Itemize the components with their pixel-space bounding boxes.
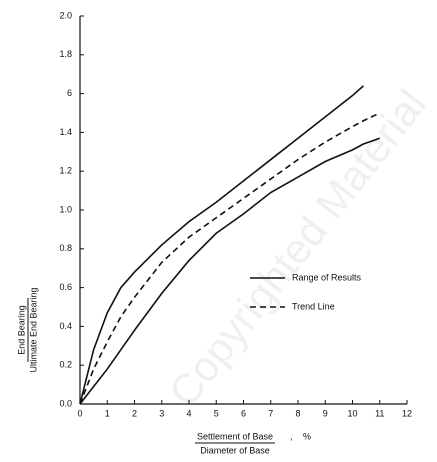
y-tick-label: 0.6	[59, 282, 72, 292]
x-label-numerator: Settlement of Base	[197, 431, 273, 441]
y-tick-label: 1.8	[59, 49, 72, 59]
y-label-numerator: End Bearing	[16, 305, 26, 355]
x-tick-label: 9	[323, 408, 328, 418]
x-tick-label: 2	[132, 408, 137, 418]
legend-label: Trend Line	[292, 301, 335, 311]
y-tick-label: 0.8	[59, 243, 72, 253]
y-label-denominator: Ultimate End Bearing	[28, 287, 38, 372]
y-tick-label: 6	[67, 88, 72, 98]
legend-label: Range of Results	[292, 272, 362, 282]
x-tick-label: 3	[159, 408, 164, 418]
x-tick-label: 1	[105, 408, 110, 418]
y-tick-label: 1.4	[59, 127, 72, 137]
x-tick-label: 5	[214, 408, 219, 418]
x-tick-label: 7	[268, 408, 273, 418]
y-tick-label: 0.4	[59, 321, 72, 331]
x-axis-label: Settlement of Base Diameter of Base , %	[195, 431, 311, 455]
x-tick-label: 10	[347, 408, 357, 418]
series-line	[79, 112, 381, 405]
x-tick-label: 0	[77, 408, 82, 418]
series-line	[79, 85, 364, 405]
y-tick-label: 1.0	[59, 204, 72, 214]
x-label-unit: %	[303, 431, 311, 441]
y-tick-label: 0.2	[59, 360, 72, 370]
x-label-comma: ,	[290, 431, 293, 441]
x-label-denominator: Diameter of Base	[200, 445, 270, 455]
y-tick-label: 2.0	[59, 10, 72, 20]
x-tick-label: 8	[295, 408, 300, 418]
x-tick-label: 6	[241, 408, 246, 418]
series-line	[79, 137, 381, 405]
y-axis-label: End Bearing Ultimate End Bearing	[16, 287, 38, 372]
x-tick-label: 4	[186, 408, 191, 418]
x-tick-label: 12	[402, 408, 412, 418]
x-tick-label: 11	[375, 408, 384, 418]
y-tick-label: 0.0	[59, 398, 72, 408]
y-tick-label: 1.2	[59, 166, 72, 176]
